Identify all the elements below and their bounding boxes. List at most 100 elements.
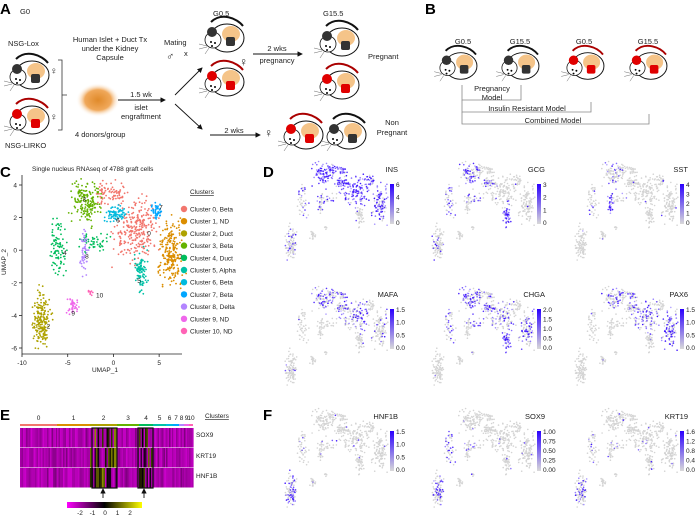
- cell-point: [502, 189, 504, 191]
- scale-tick-label: 3: [686, 192, 690, 199]
- cell-point: [33, 335, 36, 337]
- cell-point: [61, 251, 64, 254]
- cell-point: [631, 168, 634, 170]
- cell-point: [577, 247, 579, 249]
- cell-point: [495, 318, 497, 320]
- expression-color-bar: [390, 309, 394, 349]
- pregnancy-model-bracket: [461, 85, 522, 101]
- male-symbol: ♂: [166, 51, 174, 63]
- cell-point: [330, 176, 333, 179]
- cell-point: [55, 264, 58, 267]
- nonpregnant-arrow-text: 2 wks: [224, 126, 243, 135]
- cell-point: [308, 202, 310, 204]
- cell-point: [372, 307, 374, 309]
- cell-point: [633, 192, 635, 195]
- cell-point: [663, 223, 666, 225]
- cell-point: [380, 330, 383, 333]
- cell-point: [90, 197, 93, 200]
- cell-point: [38, 319, 41, 321]
- cell-point: [147, 214, 150, 216]
- cell-point: [508, 211, 510, 214]
- cell-point: [317, 208, 320, 211]
- cell-point: [489, 309, 492, 312]
- cell-point: [376, 315, 379, 317]
- cell-point: [675, 188, 677, 191]
- cell-point: [435, 372, 438, 375]
- lirko-mouse-icon: [561, 44, 605, 82]
- islet-graft-image: [76, 83, 120, 117]
- cell-point: [496, 328, 498, 331]
- cell-point: [294, 242, 297, 244]
- cell-point: [93, 206, 96, 209]
- cell-point: [127, 211, 130, 214]
- cluster-label: 4: [63, 250, 67, 257]
- cell-point: [292, 243, 294, 245]
- cell-point: [140, 206, 143, 208]
- cell-point: [170, 260, 173, 262]
- cell-point: [59, 262, 62, 265]
- cell-point: [474, 290, 476, 292]
- cell-point: [366, 187, 369, 189]
- cell-point: [56, 249, 59, 252]
- legend-swatch: [180, 266, 188, 274]
- cell-point: [331, 175, 334, 177]
- cell-point: [450, 190, 453, 192]
- cell-point: [439, 372, 442, 375]
- cell-point: [285, 377, 288, 379]
- cell-point: [487, 166, 489, 169]
- cell-point: [171, 254, 174, 257]
- cell-point: [463, 288, 465, 291]
- cell-point: [79, 260, 82, 263]
- cell-point: [451, 192, 453, 195]
- cell-point: [533, 349, 535, 352]
- cell-point: [318, 182, 320, 185]
- cell-point: [648, 217, 651, 219]
- cell-point: [358, 342, 361, 344]
- cell-point: [114, 179, 117, 181]
- cell-point: [288, 369, 291, 372]
- cell-point: [89, 290, 91, 293]
- cell-point: [364, 178, 366, 180]
- cell-point: [345, 174, 348, 177]
- cell-point: [117, 207, 119, 210]
- cell-point: [148, 234, 150, 237]
- cell-point: [593, 212, 595, 215]
- cell-point: [299, 322, 301, 324]
- cell-point: [162, 245, 164, 248]
- cell-point: [474, 175, 476, 178]
- cell-point: [637, 181, 640, 184]
- cell-point: [51, 255, 53, 258]
- cell-point: [91, 291, 94, 294]
- cell-point: [89, 243, 92, 246]
- cell-point: [620, 176, 623, 179]
- cell-point: [465, 296, 468, 298]
- cell-point: [51, 231, 54, 234]
- cell-point: [380, 191, 382, 193]
- cell-point: [40, 299, 42, 301]
- cell-point: [119, 239, 122, 242]
- engraftment-text: islet: [134, 103, 148, 112]
- cell-point: [314, 360, 317, 363]
- cell-point: [499, 184, 501, 186]
- cell-point: [97, 187, 99, 190]
- cell-point: [112, 248, 115, 250]
- cell-point: [479, 291, 481, 294]
- cell-point: [304, 334, 306, 336]
- cell-point: [173, 240, 176, 243]
- cell-point: [506, 312, 509, 315]
- pregnancy-model-label: Model: [482, 93, 503, 102]
- cell-point: [445, 209, 448, 211]
- cell-point: [157, 266, 160, 268]
- cell-point: [615, 181, 617, 183]
- cell-point: [589, 213, 591, 216]
- cell-point: [532, 332, 534, 334]
- cell-point: [141, 233, 144, 236]
- cell-point: [615, 188, 617, 190]
- cell-point: [89, 193, 92, 196]
- cell-point: [520, 223, 523, 225]
- cell-point: [666, 185, 669, 187]
- cell-point: [81, 184, 83, 187]
- cell-point: [57, 252, 60, 255]
- cell-point: [304, 186, 306, 189]
- cell-point: [379, 218, 382, 220]
